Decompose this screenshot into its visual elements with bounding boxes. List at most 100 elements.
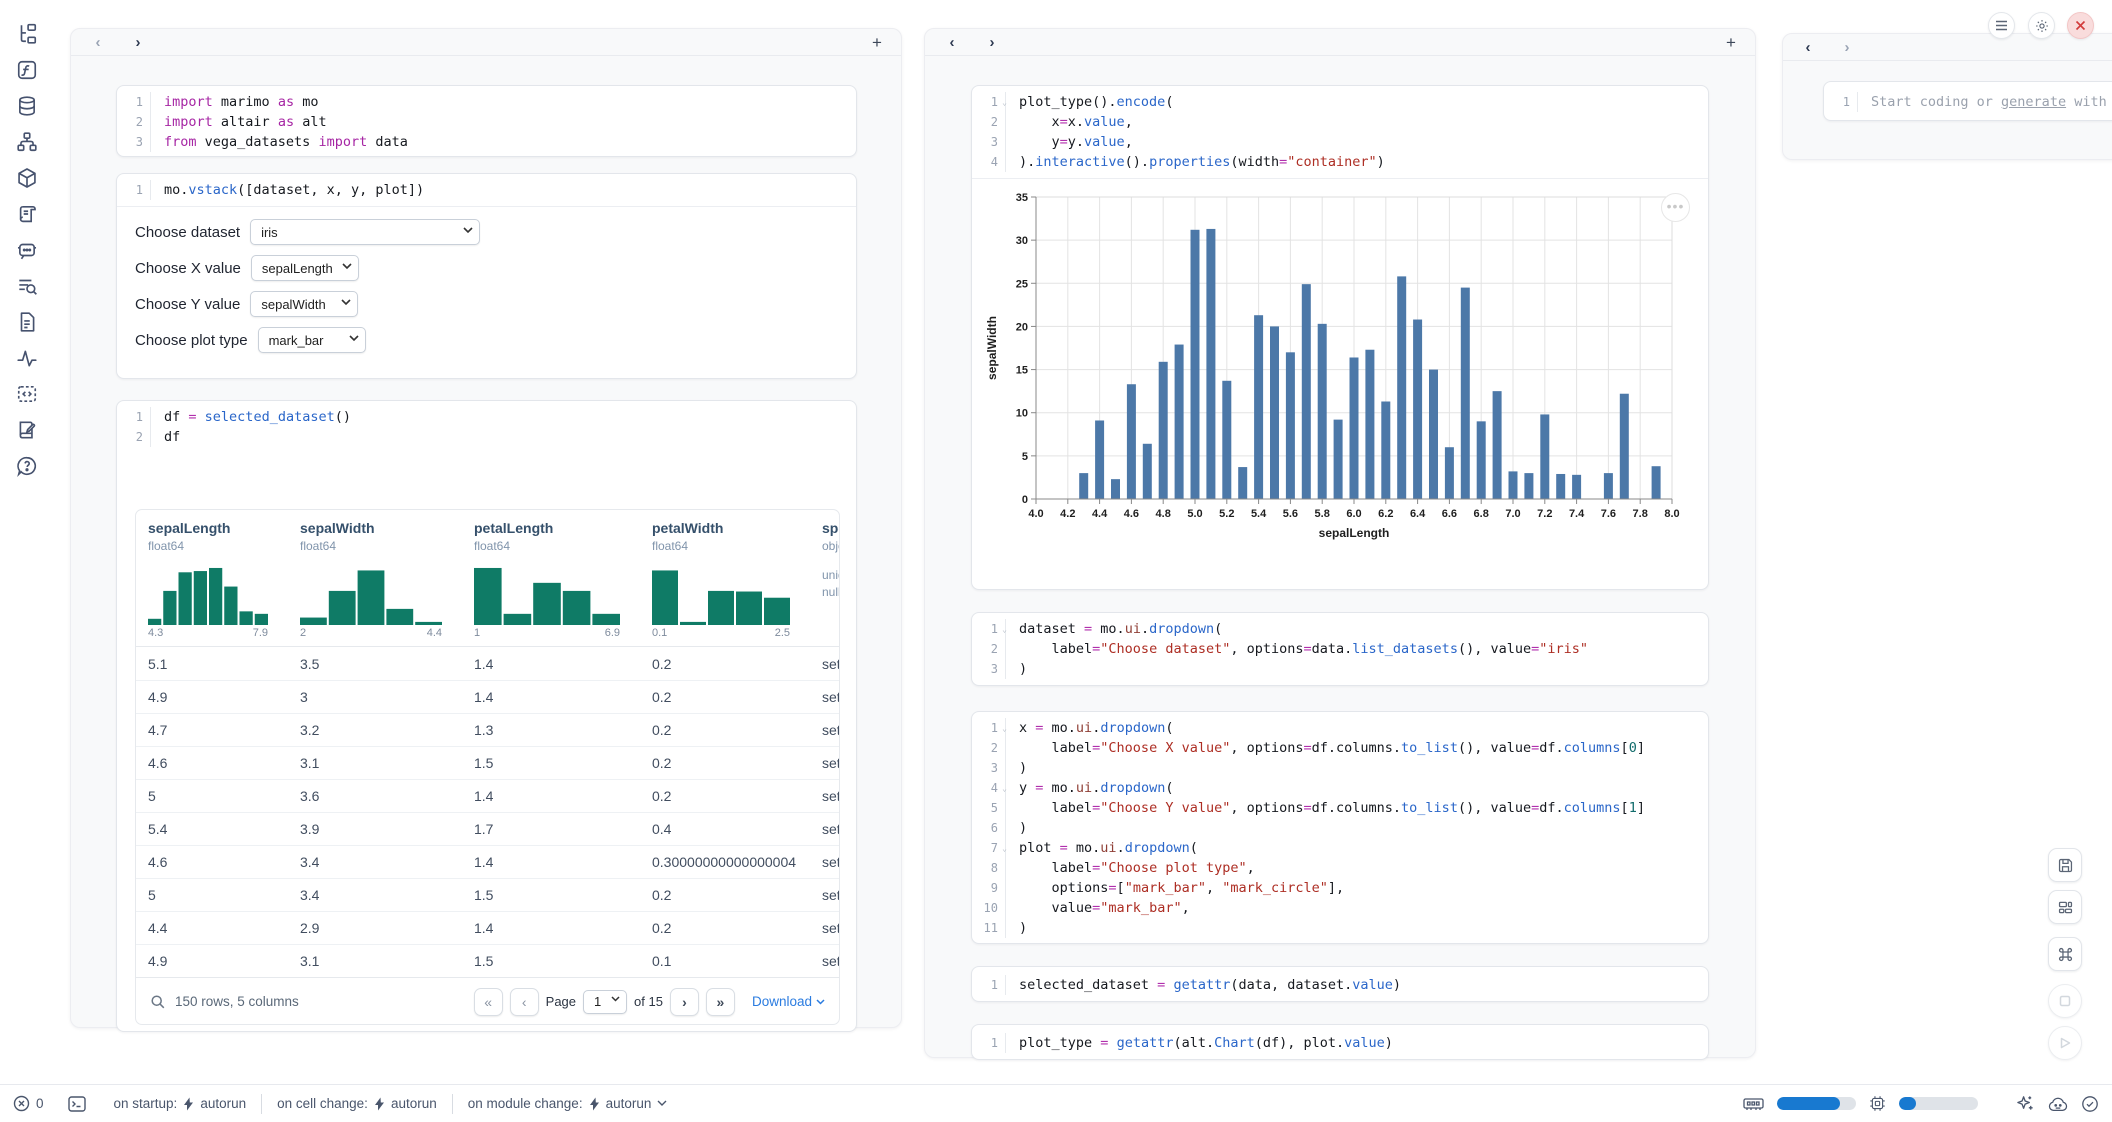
runtime-cloud-icon[interactable] bbox=[2048, 1096, 2068, 1112]
svg-text:7.6: 7.6 bbox=[1601, 508, 1616, 520]
column-histogram bbox=[300, 563, 442, 625]
memory-icon bbox=[1743, 1097, 1764, 1111]
bar bbox=[1206, 229, 1215, 499]
shutdown-button[interactable] bbox=[2067, 12, 2094, 39]
save-button[interactable] bbox=[2048, 848, 2082, 882]
on-module-change-setting[interactable]: on module change: autorun bbox=[468, 1096, 668, 1111]
chart-actions-button[interactable]: ••• bbox=[1661, 193, 1690, 222]
column-dtype: float64 bbox=[148, 539, 288, 553]
table-cell: 5.1 bbox=[136, 656, 288, 672]
table-cell: setos bbox=[810, 920, 840, 936]
menu-button[interactable] bbox=[1988, 12, 2015, 39]
keyboard-shortcuts-button[interactable] bbox=[2048, 937, 2082, 971]
cell-plot[interactable]: 1⌄plot_type().encode(2 x=x.value,3 y=y.v… bbox=[971, 85, 1709, 590]
errors-indicator[interactable]: 0 bbox=[13, 1095, 44, 1112]
collapse-chevron-icon[interactable]: ⌄ bbox=[1002, 93, 1007, 113]
cell-imports[interactable]: 1import marimo as mo2import altair as al… bbox=[116, 85, 857, 157]
column-left-chevron[interactable]: ‹ bbox=[1799, 39, 1817, 57]
generate-link[interactable]: generate bbox=[2001, 94, 2066, 110]
documentation-icon[interactable] bbox=[16, 419, 38, 441]
functions-icon[interactable] bbox=[16, 59, 38, 81]
vega-chart[interactable]: 051015202530354.04.24.44.64.85.05.25.45.… bbox=[972, 178, 1708, 576]
file-explorer-icon[interactable] bbox=[16, 23, 38, 45]
column-right-chevron[interactable]: › bbox=[129, 34, 147, 52]
scratchpad-icon[interactable] bbox=[16, 275, 38, 297]
dropdown-select-choose-plot-type[interactable]: mark_bar bbox=[258, 327, 366, 353]
next-page-button[interactable]: › bbox=[670, 988, 699, 1016]
collapse-chevron-icon[interactable]: ⌄ bbox=[1002, 779, 1007, 799]
stop-button[interactable] bbox=[2048, 984, 2082, 1018]
bar bbox=[1079, 473, 1088, 499]
cell-dataset-dropdown[interactable]: 1⌄dataset = mo.ui.dropdown(2 label="Choo… bbox=[971, 612, 1709, 686]
dropdown-select-choose-x-value[interactable]: sepalLength bbox=[251, 255, 359, 281]
bar bbox=[1111, 479, 1120, 499]
code-outline-icon[interactable] bbox=[16, 383, 38, 405]
dropdown-select-choose-y-value[interactable]: sepalWidth bbox=[250, 291, 358, 317]
column-left-chevron[interactable]: ‹ bbox=[89, 34, 107, 52]
packages-icon[interactable] bbox=[16, 167, 38, 189]
dependency-graph-icon[interactable] bbox=[16, 131, 38, 153]
first-page-button[interactable]: « bbox=[474, 988, 503, 1016]
column-right-chevron[interactable]: › bbox=[1838, 39, 1856, 57]
snippets-icon[interactable] bbox=[16, 311, 38, 333]
column-right-chevron[interactable]: › bbox=[983, 34, 1001, 52]
settings-button[interactable] bbox=[2028, 12, 2055, 39]
cell-dataframe[interactable]: 1df = selected_dataset()2df sepalLengthf… bbox=[116, 400, 857, 1032]
table-cell: 3.1 bbox=[288, 953, 462, 969]
help-icon[interactable] bbox=[16, 455, 38, 477]
add-cell-button[interactable]: + bbox=[867, 33, 887, 53]
code-line: 1df = selected_dataset() bbox=[117, 407, 856, 427]
bar bbox=[1127, 384, 1136, 499]
dropdown-select-choose-dataset[interactable]: iris bbox=[250, 219, 480, 245]
search-icon[interactable] bbox=[150, 994, 166, 1010]
bar bbox=[1365, 350, 1374, 499]
column-dtype: float64 bbox=[652, 539, 810, 553]
run-button[interactable] bbox=[2048, 1026, 2082, 1060]
ai-sparkle-icon[interactable] bbox=[2016, 1094, 2035, 1113]
last-page-button[interactable]: » bbox=[706, 988, 735, 1016]
table-cell: setos bbox=[810, 788, 840, 804]
table-row: 53.41.50.2setos bbox=[136, 878, 839, 911]
table-cell: 1.4 bbox=[462, 788, 640, 804]
page-select[interactable]: 1 bbox=[583, 990, 627, 1014]
column-left-chevron[interactable]: ‹ bbox=[943, 34, 961, 52]
cpu-icon bbox=[1869, 1095, 1886, 1112]
add-cell-button[interactable]: + bbox=[1721, 33, 1741, 53]
layout-button[interactable] bbox=[2048, 890, 2082, 924]
datasets-icon[interactable] bbox=[16, 95, 38, 117]
table-cell: 1.5 bbox=[462, 953, 640, 969]
bar bbox=[1429, 370, 1438, 499]
tracing-icon[interactable] bbox=[16, 347, 38, 369]
on-startup-setting[interactable]: on startup: autorun bbox=[114, 1096, 247, 1111]
table-cell: 4.4 bbox=[136, 920, 288, 936]
terminal-icon[interactable] bbox=[68, 1096, 86, 1112]
histogram-range: 16.9 bbox=[474, 627, 620, 639]
code-line: 1mo.vstack([dataset, x, y, plot]) bbox=[117, 180, 856, 200]
prev-page-button[interactable]: ‹ bbox=[510, 988, 539, 1016]
code-line: 3) bbox=[972, 659, 1708, 679]
line-number: 3 bbox=[972, 758, 1006, 778]
bar bbox=[1350, 357, 1359, 499]
ai-chat-icon[interactable] bbox=[16, 239, 38, 261]
collapse-chevron-icon[interactable]: ⌄ bbox=[1002, 839, 1007, 859]
table-cell: 3 bbox=[288, 689, 462, 705]
svg-text:6.8: 6.8 bbox=[1474, 508, 1489, 520]
download-button[interactable]: Download bbox=[752, 994, 825, 1009]
line-number: 7⌄ bbox=[972, 838, 1006, 858]
line-number: 2 bbox=[117, 427, 151, 447]
cell-plot-type[interactable]: 1plot_type = getattr(alt.Chart(df), plot… bbox=[971, 1024, 1709, 1060]
cell-vstack[interactable]: 1mo.vstack([dataset, x, y, plot]) Choose… bbox=[116, 173, 857, 379]
connection-status-icon[interactable] bbox=[2081, 1095, 2099, 1113]
table-cell: 0.2 bbox=[640, 689, 810, 705]
svg-text:5.8: 5.8 bbox=[1315, 508, 1330, 520]
cell-selected-dataset[interactable]: 1selected_dataset = getattr(data, datase… bbox=[971, 966, 1709, 1002]
logs-icon[interactable] bbox=[16, 203, 38, 225]
cell-xyplot-dropdowns[interactable]: 1⌄x = mo.ui.dropdown(2 label="Choose X v… bbox=[971, 711, 1709, 944]
collapse-chevron-icon[interactable]: ⌄ bbox=[1002, 719, 1007, 739]
collapse-chevron-icon[interactable]: ⌄ bbox=[1002, 620, 1007, 640]
status-bar: 0 on startup: autorun on cell change: au… bbox=[0, 1084, 2112, 1122]
cell-empty-new[interactable]: 1 Start coding or generate with bbox=[1823, 81, 2112, 121]
on-cell-change-setting[interactable]: on cell change: autorun bbox=[277, 1096, 437, 1111]
svg-text:4.4: 4.4 bbox=[1092, 508, 1108, 520]
table-cell: 5 bbox=[136, 788, 288, 804]
